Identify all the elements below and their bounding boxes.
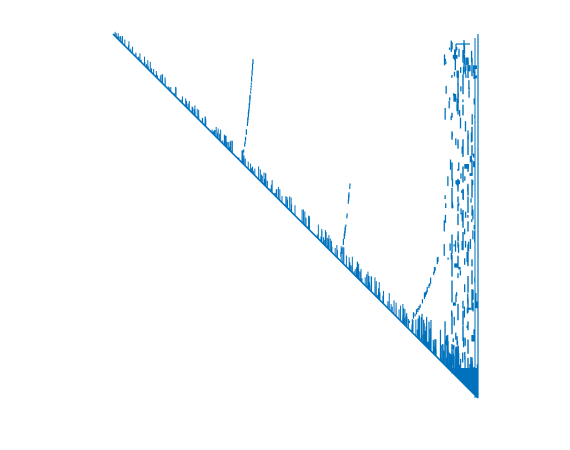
column-block [473,65,477,70]
column-block [455,180,461,185]
dense-corner [448,368,478,398]
column-block [464,163,469,169]
column-block [456,70,459,78]
column-block [469,173,473,176]
column-block [473,161,476,168]
column-block [468,65,471,72]
sparsity-marks [112,31,479,399]
column-block [453,93,457,102]
column-block [466,307,472,310]
column-block [452,54,458,59]
column-block [474,75,478,79]
column-block [475,301,479,309]
column-block [465,57,469,65]
column-block [454,263,458,268]
column-block [452,302,456,306]
column-block [471,334,475,342]
column-block [469,155,472,163]
column-block [458,266,461,270]
